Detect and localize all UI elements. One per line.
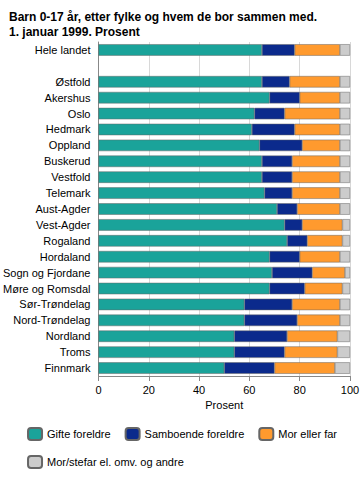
svg-text:Mor/stefar el. omv. og andre: Mor/stefar el. omv. og andre bbox=[47, 456, 184, 468]
svg-text:Prosent: Prosent bbox=[205, 399, 243, 411]
svg-text:Finnmark: Finnmark bbox=[45, 362, 91, 374]
svg-text:Telemark: Telemark bbox=[46, 187, 91, 199]
svg-text:Samboende foreldre: Samboende foreldre bbox=[145, 428, 245, 440]
svg-text:Oppland: Oppland bbox=[49, 139, 91, 151]
svg-text:Akershus: Akershus bbox=[45, 92, 91, 104]
svg-text:60: 60 bbox=[243, 384, 255, 396]
svg-text:100: 100 bbox=[341, 384, 359, 396]
svg-text:Sogn og Fjordane: Sogn og Fjordane bbox=[3, 267, 90, 279]
svg-text:Aust-Agder: Aust-Agder bbox=[35, 203, 90, 215]
svg-text:20: 20 bbox=[143, 384, 155, 396]
svg-text:Østfold: Østfold bbox=[56, 76, 91, 88]
svg-text:Sør-Trøndelag: Sør-Trøndelag bbox=[19, 298, 90, 310]
svg-text:Møre og Romsdal: Møre og Romsdal bbox=[3, 283, 90, 295]
svg-text:80: 80 bbox=[294, 384, 306, 396]
svg-text:Barn 0-17 år, etter fylke og h: Barn 0-17 år, etter fylke og hvem de bor… bbox=[9, 10, 317, 24]
svg-text:Hordaland: Hordaland bbox=[40, 251, 91, 263]
svg-text:Mor eller far: Mor eller far bbox=[278, 428, 337, 440]
svg-text:Nordland: Nordland bbox=[46, 330, 91, 342]
svg-text:Nord-Trøndelag: Nord-Trøndelag bbox=[13, 314, 90, 326]
svg-text:Hele landet: Hele landet bbox=[35, 44, 91, 56]
svg-text:Vest-Agder: Vest-Agder bbox=[36, 219, 91, 231]
svg-text:40: 40 bbox=[193, 384, 205, 396]
svg-text:Vestfold: Vestfold bbox=[51, 171, 90, 183]
svg-text:Troms: Troms bbox=[60, 346, 91, 358]
svg-text:Rogaland: Rogaland bbox=[43, 235, 90, 247]
svg-text:Hedmark: Hedmark bbox=[46, 123, 91, 135]
svg-text:Gifte foreldre: Gifte foreldre bbox=[47, 428, 111, 440]
svg-text:Buskerud: Buskerud bbox=[44, 155, 90, 167]
svg-text:Oslo: Oslo bbox=[68, 108, 91, 120]
svg-text:0: 0 bbox=[95, 384, 101, 396]
svg-text:1. januar 1999. Prosent: 1. januar 1999. Prosent bbox=[9, 25, 140, 39]
